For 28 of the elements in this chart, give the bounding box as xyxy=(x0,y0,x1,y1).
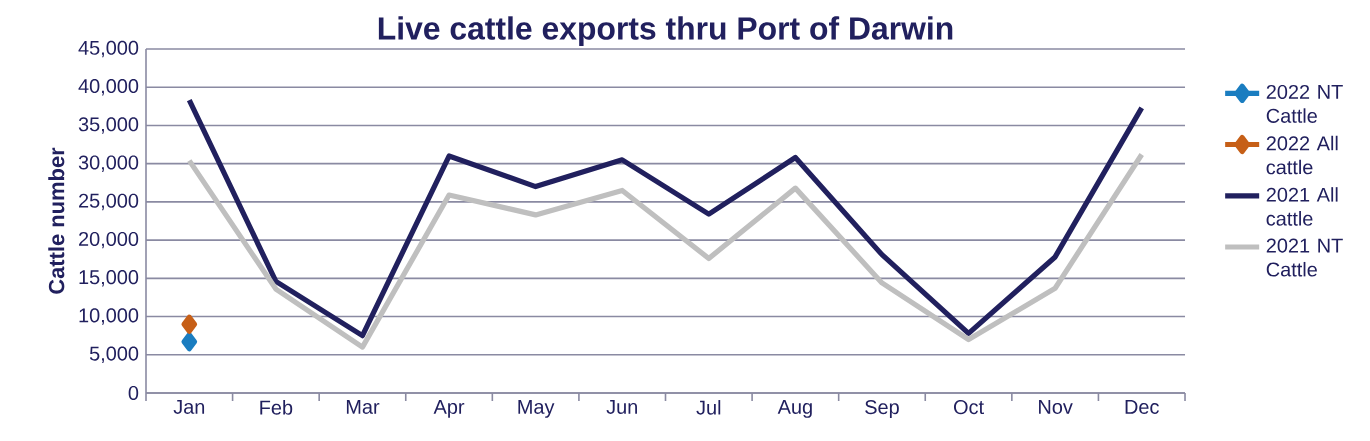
x-tick-label: Sep xyxy=(865,400,899,419)
y-tick-label: 30,000 xyxy=(78,155,139,172)
x-tick-label: Mar xyxy=(346,400,380,414)
y-tick-label: 20,000 xyxy=(79,231,139,249)
y-tick-label: 35,000 xyxy=(78,117,139,134)
y-tick-label: 10,000 xyxy=(79,308,139,325)
legend-label: 2022 All cattle xyxy=(1266,135,1338,175)
y-axis-title: Cattle number xyxy=(48,147,65,294)
x-tick-label: Oct xyxy=(953,400,984,415)
x-tick-label: Aug xyxy=(777,400,812,418)
x-tick-label: Dec xyxy=(1125,400,1159,414)
legend-label: 2022 NT Cattle xyxy=(1266,84,1343,123)
x-tick-label: Apr xyxy=(433,400,465,418)
x-tick-label: Jun xyxy=(606,400,637,414)
y-tick-label: 5,000 xyxy=(89,346,139,364)
x-tick-label: Jul xyxy=(696,400,721,415)
x-tick-label: May xyxy=(518,400,555,418)
y-tick-label: 15,000 xyxy=(79,270,139,287)
x-tick-label: Nov xyxy=(1039,400,1073,414)
legend-label: 2021 NT Cattle xyxy=(1266,238,1343,277)
x-tick-label: Feb xyxy=(260,400,293,415)
y-tick-label: 45,000 xyxy=(78,40,139,58)
y-tick-label: 40,000 xyxy=(78,79,139,96)
y-tick-label: 25,000 xyxy=(79,193,139,211)
x-tick-label: Jan xyxy=(173,400,205,414)
legend-label: 2021 All cattle xyxy=(1266,187,1338,226)
y-tick-label: 0 xyxy=(128,385,139,401)
chart-title: Live cattle exports thru Port of Darwin xyxy=(378,16,953,47)
